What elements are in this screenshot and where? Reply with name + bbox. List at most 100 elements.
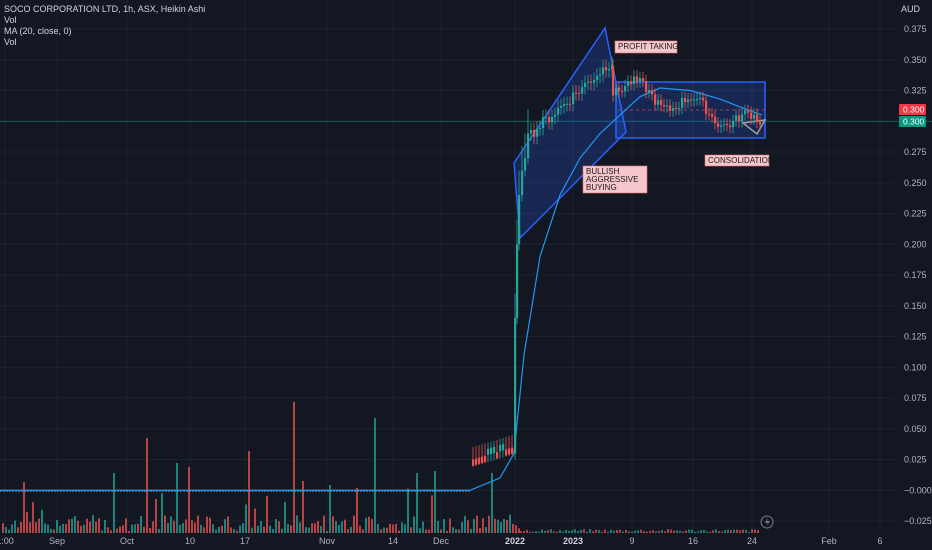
volume-bar: [559, 530, 561, 533]
volume-bar: [218, 526, 220, 533]
candle-body: [618, 87, 621, 91]
candle-body: [566, 103, 569, 105]
volume-bar: [607, 531, 609, 533]
volume-bar: [685, 530, 687, 533]
candle-body: [530, 129, 533, 134]
bullish-label-text: BUYING: [586, 183, 617, 192]
candle-body: [490, 447, 493, 454]
volume-bar: [32, 502, 34, 533]
volume-bar: [488, 515, 490, 533]
volume-bar: [83, 524, 85, 533]
volume-bar: [461, 521, 463, 533]
x-tick-label: 2023: [563, 536, 583, 546]
volume-bar: [227, 516, 229, 533]
volume-bar: [116, 528, 118, 533]
volume-bar: [311, 523, 313, 533]
volume-bar: [389, 523, 391, 533]
volume-bar: [667, 529, 669, 533]
candle-body: [542, 117, 545, 129]
volume-bar: [419, 528, 421, 533]
volume-bar: [119, 526, 121, 533]
volume-bar: [515, 525, 517, 533]
channel-drawings: [513, 26, 767, 240]
volume-bar: [679, 530, 681, 533]
volume-bar: [98, 518, 100, 533]
volume-bar: [550, 529, 552, 533]
volume-bar: [577, 530, 579, 533]
volume-bar: [350, 526, 352, 533]
candle-body: [684, 97, 687, 103]
volume-bar: [305, 527, 307, 533]
volume-bar: [446, 530, 448, 533]
volume-bar: [562, 531, 564, 533]
volume-bar: [422, 521, 424, 533]
volume-bar: [431, 495, 433, 533]
volume-bar: [727, 529, 729, 533]
volume-bar: [53, 529, 55, 533]
candle-body: [560, 106, 563, 108]
volume-bar: [71, 518, 73, 533]
volume-bar: [260, 521, 262, 533]
candle-body: [605, 67, 608, 71]
volume-bars: [2, 402, 759, 533]
volume-bar: [323, 515, 325, 533]
volume-bar: [353, 515, 355, 533]
volume-bar: [601, 531, 603, 533]
volume-bar: [239, 525, 241, 533]
candle-body: [705, 100, 708, 114]
candle-body: [484, 455, 487, 462]
price-tag-box: [899, 116, 926, 127]
volume-bar: [158, 529, 160, 533]
volume-bar: [5, 527, 7, 533]
volume-bar: [257, 525, 259, 533]
volume-bar: [20, 522, 22, 533]
volume-bar: [646, 531, 648, 533]
moving-average-line: [0, 87, 763, 491]
y-tick-label: −0.025: [904, 516, 932, 526]
volume-bar: [485, 527, 487, 533]
volume-bar: [757, 530, 759, 533]
volume-bar: [296, 515, 298, 533]
volume-bar: [170, 516, 172, 533]
volume-bar: [41, 509, 43, 533]
volume-bar: [589, 529, 591, 533]
volume-bar: [625, 529, 627, 533]
y-tick-label: 0.275: [904, 147, 927, 157]
volume-bar: [164, 515, 166, 533]
candle-body: [563, 104, 566, 107]
candle-body: [654, 94, 657, 105]
volume-bar: [128, 530, 130, 533]
volume-bar: [242, 523, 244, 533]
candle-body: [624, 85, 627, 92]
price-tag-text: 0.300: [903, 105, 925, 115]
candle-body: [675, 107, 678, 109]
volume-bar: [410, 527, 412, 533]
volume-bar: [287, 523, 289, 533]
candle-body: [612, 65, 615, 96]
volume-bar: [535, 531, 537, 533]
candle-body: [569, 103, 572, 105]
volume-bar: [302, 481, 304, 533]
volume-bar: [368, 516, 370, 533]
volume-bar: [89, 521, 91, 533]
lightning-icon: [760, 515, 774, 529]
candle-body: [750, 112, 753, 119]
candle-body: [660, 100, 663, 106]
candle-body: [593, 79, 596, 83]
volume-bar: [529, 531, 531, 533]
lightning-icon-ring: [760, 515, 774, 529]
candle-body: [735, 115, 738, 121]
symbol-title: SOCO CORPORATION LTD, 1h, ASX, Heikin As…: [4, 4, 206, 14]
volume-bar: [628, 531, 630, 533]
candle-body: [516, 244, 519, 319]
volume-bar: [598, 530, 600, 533]
candle-body: [615, 87, 618, 96]
volume-bar: [532, 531, 534, 533]
candle-body: [642, 78, 645, 82]
volume-bar: [509, 514, 511, 533]
volume-bar: [425, 529, 427, 533]
volume-bar: [467, 520, 469, 533]
candle-body: [759, 122, 762, 125]
volume-bar: [326, 530, 328, 533]
